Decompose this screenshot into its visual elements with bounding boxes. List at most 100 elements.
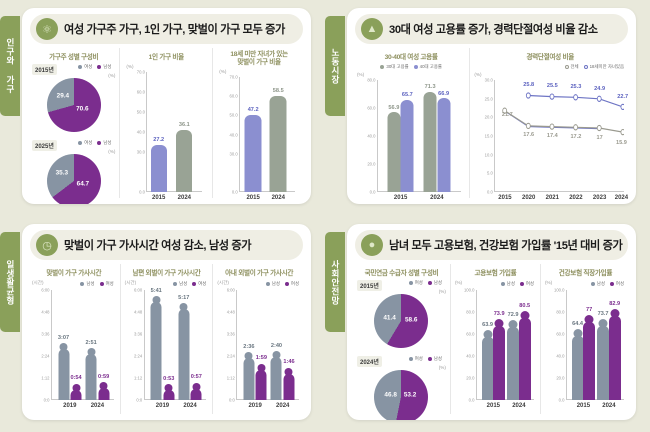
unit-label: (시간) [124, 280, 137, 285]
unit-label: (%) [438, 289, 446, 294]
legend-item: 남성 [590, 281, 605, 287]
sidebar-tab-labor[interactable]: 노동시장 [325, 16, 345, 116]
x-axis [146, 191, 203, 192]
chart-career-interrupted-women: 경력단절여성 비율 전체 18세미만 자녀있음 (%) 30.0 25.0 20… [469, 48, 630, 202]
y-tick: 50.0 [136, 109, 145, 115]
x-label: 2019 [248, 403, 262, 409]
bar-value: 72.9 [507, 311, 519, 318]
bar-value: 1:46 [283, 359, 295, 366]
balance-icon: ◷ [36, 234, 58, 256]
line-chart-svg [502, 92, 624, 136]
y-tick: 80.0 [367, 77, 376, 83]
chart-pension-recipients-gender: 국민연금 수급자 성별 구성비 2015년 여성 남성 (%) 58.6 41.… [353, 264, 450, 420]
line-value: 17.4 [546, 133, 558, 139]
unit-label: (%) [454, 280, 463, 285]
chart-dual-income-housework: 맞벌이 가구 가사시간 (시간) 남성 여성 6:00 4:48 3:36 [28, 264, 120, 414]
legend-item: 여성 [192, 281, 206, 287]
chart-female-employment-rate: 30-40대 여성 고용률 30대 고용률 40대 고용률 (%) 80.0 6… [353, 48, 469, 201]
pie-year-label: 2025년 [32, 140, 57, 151]
y-tick: 6:00 [134, 287, 143, 293]
legend-item: 여성 [78, 140, 92, 146]
bar-value: 2:36 [243, 344, 255, 351]
pie-value-female: 46.8 [384, 391, 397, 399]
bar-40s-2024 [437, 98, 451, 192]
y-tick: 60.0 [229, 93, 238, 99]
bar-value: 1:59 [255, 355, 268, 362]
y-tick: 20.0 [466, 375, 475, 381]
career-legend: 전체 18세미만 자녀있음 [470, 64, 630, 70]
person-bar-male-2024 [507, 319, 520, 400]
y-tick: 20.0 [367, 161, 376, 167]
unit-label: (%) [126, 64, 134, 69]
legend-item: 30대 고용률 [380, 64, 409, 70]
labor-icon: ▲ [361, 18, 383, 40]
person-bar-female-2015 [493, 318, 506, 400]
y-tick: 100.0 [463, 287, 475, 293]
sidebar-tab-population[interactable]: 인구와 가구 [0, 16, 20, 116]
legend-item: 여성 [408, 356, 423, 362]
y-tick: 80.0 [556, 309, 565, 315]
pie-value-male: 70.6 [76, 105, 89, 113]
y-tick: 40.0 [466, 353, 475, 359]
person-bar-female-2024 [85, 347, 97, 400]
line-value: 17.2 [570, 134, 582, 140]
pie-value-female: 29.4 [56, 92, 70, 100]
pie-legend-1: 여성 남성 [78, 64, 117, 70]
x-label: 2024 [177, 195, 192, 201]
bar-40s-2015 [400, 100, 414, 192]
x-axis [377, 191, 462, 192]
bar-2015 [244, 114, 262, 192]
chart-title: 1인 가구 비율 [148, 54, 185, 61]
chart-title: 맞벌이 가구 가사시간 [46, 270, 102, 277]
person-bar-male-2019 [70, 383, 82, 400]
chart-title: 건강보험 직장가입률 [558, 270, 613, 277]
bar-value: 5:41 [150, 287, 162, 294]
person-bar-female-2019 [243, 352, 255, 400]
panel-labor: 노동시장 ▲ 30대 여성 고용률 증가, 경력단절여성 비율 감소 30-40… [325, 0, 650, 216]
sidebar-tab-work-life-balance[interactable]: 일생활균형 [0, 232, 20, 332]
sidebar-tab-social-safety-net[interactable]: 사회안전망 [325, 232, 345, 332]
plot-area: 6:00 4:48 3:36 2:24 1:12 0:0 2:36 [227, 288, 300, 409]
y-tick: 15.0 [484, 133, 493, 139]
y-tick: 80.0 [466, 309, 475, 315]
person-bar-female-2019 [150, 295, 162, 400]
insurance-legend: 남성 여성 [451, 281, 540, 287]
y-tick: 0.0 [468, 397, 475, 403]
x-label: 2024 [430, 195, 444, 201]
panel-header-population: ⚛ 여성 가구주 가구, 1인 가구, 맞벌이 가구 모두 증가 [30, 14, 303, 44]
bar-value: 58.5 [272, 88, 284, 95]
y-axis [239, 77, 241, 192]
chart-title: 아내 외벌이 가구 가사시간 [225, 270, 294, 277]
y-tick: 0.0 [369, 189, 376, 195]
plot-area: 30.0 25.0 20.0 15.0 10.0 5.0 0.0 [485, 78, 628, 202]
pie-2015: 58.6 41.4 [374, 294, 429, 348]
line-value: 25.3 [570, 84, 582, 90]
y-tick: 40.0 [367, 133, 376, 139]
housework-legend: 남성 여성 [121, 281, 213, 287]
y-tick: 40.0 [229, 132, 238, 137]
person-bar-male-2024 [98, 381, 110, 400]
legend-item: 전체 [564, 64, 579, 70]
pie-2015: 70.6 29.4 [46, 78, 101, 132]
person-bar-male-2019 [255, 363, 267, 400]
pie-legend-2: 여성 남성 [78, 140, 117, 146]
safety-net-icon: ● [361, 234, 383, 256]
bar-2015 [150, 145, 167, 192]
person-bar-male-2024 [190, 382, 202, 400]
y-axis [565, 290, 567, 400]
person-bar-female-2024 [270, 351, 282, 400]
plot-area: 6:00 4:48 3:36 2:24 1:12 0:0 5:41 [134, 287, 207, 409]
y-tick: 0:0 [229, 397, 235, 403]
line-value: 22.7 [617, 94, 629, 100]
bar-value: 64.4 [572, 320, 584, 327]
y-tick: 70.0 [229, 74, 238, 80]
chart-title: 경력단절여성 비율 [526, 54, 574, 61]
panel-title-labor: 30대 여성 고용률 증가, 경력단절여성 비율 감소 [389, 24, 598, 36]
person-bar-male-2024 [283, 367, 295, 400]
plot-area: 70.0 60.0 50.0 40.0 30.0 0.0 27.2 36.1 2… [137, 70, 203, 201]
line-value: 25.8 [523, 82, 535, 88]
chart-single-person-household: 1인 가구 비율 (%) 70.0 60.0 50.0 40.0 30.0 0.… [119, 48, 212, 201]
x-label: 2015 [486, 403, 501, 409]
y-tick: 25.0 [484, 96, 493, 102]
